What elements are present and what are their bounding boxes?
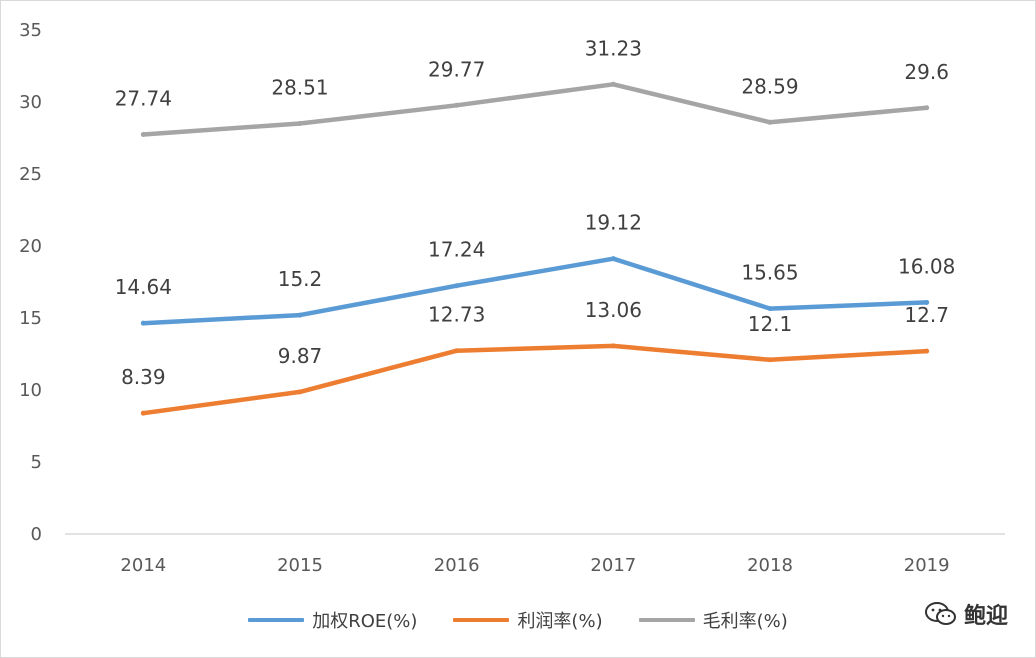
x-tick-label: 2017 bbox=[590, 555, 636, 576]
data-label-roe: 19.12 bbox=[585, 211, 642, 235]
legend-swatch-gross-margin bbox=[638, 618, 695, 622]
data-point-profit-margin bbox=[924, 348, 930, 354]
legend-swatch-roe bbox=[248, 618, 305, 622]
data-label-roe: 15.2 bbox=[278, 267, 323, 291]
watermark-text: 鲍迎 bbox=[963, 604, 1008, 629]
data-point-gross-margin bbox=[297, 120, 303, 126]
data-point-profit-margin bbox=[140, 410, 146, 416]
legend: 加权ROE(%) 利润率(%) 毛利率(%) bbox=[0, 604, 1036, 636]
legend-item-profit-margin: 利润率(%) bbox=[453, 607, 603, 633]
data-point-roe bbox=[297, 312, 303, 318]
data-point-roe bbox=[767, 306, 773, 312]
data-point-gross-margin bbox=[767, 119, 773, 125]
y-tick-label: 0 bbox=[31, 524, 42, 545]
data-label-roe: 14.64 bbox=[115, 275, 172, 299]
series-line-roe bbox=[141, 256, 929, 326]
series-line-profit-margin bbox=[141, 343, 929, 416]
wechat-icon bbox=[924, 602, 956, 625]
data-label-roe: 15.65 bbox=[741, 261, 798, 285]
y-tick-label: 15 bbox=[19, 308, 42, 329]
data-label-profit-margin: 13.06 bbox=[585, 298, 642, 322]
x-tick-label: 2014 bbox=[120, 555, 166, 576]
data-label-gross-margin: 29.77 bbox=[428, 57, 485, 81]
data-point-gross-margin bbox=[924, 105, 930, 111]
data-point-profit-margin bbox=[767, 357, 773, 363]
data-point-roe bbox=[140, 320, 146, 326]
data-label-layer: 14.64 15.2 17.24 19.12 15.65 16.08 8.39 9.87 12.… bbox=[115, 36, 956, 389]
x-tick-label: 2015 bbox=[277, 555, 323, 576]
data-point-roe bbox=[454, 283, 460, 289]
legend-label-roe: 加权ROE(%) bbox=[312, 611, 418, 632]
data-label-gross-margin: 28.51 bbox=[271, 75, 328, 99]
data-point-profit-margin bbox=[454, 348, 460, 354]
data-label-gross-margin: 28.59 bbox=[741, 74, 798, 98]
data-label-gross-margin: 29.6 bbox=[904, 60, 949, 84]
legend-item-roe: 加权ROE(%) bbox=[248, 607, 417, 633]
data-label-profit-margin: 9.87 bbox=[278, 344, 323, 368]
axis-layer: 0 5 10 15 20 25 30 35 2014 2015 2016 2017 2018 2019 bbox=[19, 20, 1005, 576]
data-label-profit-margin: 8.39 bbox=[121, 365, 166, 389]
data-label-gross-margin: 31.23 bbox=[585, 36, 642, 60]
series-line-gross-margin bbox=[141, 82, 929, 137]
x-tick-label: 2016 bbox=[434, 555, 480, 576]
x-tick-label: 2019 bbox=[904, 555, 950, 576]
data-point-profit-margin bbox=[610, 343, 616, 349]
data-label-roe: 16.08 bbox=[898, 254, 955, 278]
watermark: 鲍迎 bbox=[924, 598, 1008, 630]
y-tick-label: 10 bbox=[19, 380, 42, 401]
y-tick-label: 35 bbox=[19, 20, 42, 41]
data-point-roe bbox=[924, 299, 930, 305]
data-label-profit-margin: 12.1 bbox=[748, 312, 793, 336]
data-point-roe bbox=[610, 256, 616, 262]
data-label-roe: 17.24 bbox=[428, 238, 485, 262]
legend-label-profit-margin: 利润率(%) bbox=[517, 611, 603, 632]
data-point-gross-margin bbox=[454, 102, 460, 108]
x-tick-label: 2018 bbox=[747, 555, 793, 576]
data-point-gross-margin bbox=[140, 132, 146, 138]
data-point-gross-margin bbox=[610, 81, 616, 87]
data-label-profit-margin: 12.73 bbox=[428, 303, 485, 327]
data-point-profit-margin bbox=[297, 389, 303, 395]
series-layer bbox=[140, 81, 930, 416]
legend-label-gross-margin: 毛利率(%) bbox=[702, 611, 788, 632]
data-label-gross-margin: 27.74 bbox=[115, 87, 172, 111]
legend-item-gross-margin: 毛利率(%) bbox=[638, 607, 788, 633]
y-tick-label: 5 bbox=[31, 452, 42, 473]
y-tick-label: 20 bbox=[19, 236, 42, 257]
data-label-profit-margin: 12.7 bbox=[904, 303, 949, 327]
y-tick-label: 25 bbox=[19, 164, 42, 185]
y-tick-label: 30 bbox=[19, 92, 42, 113]
legend-swatch-profit-margin bbox=[453, 618, 510, 622]
